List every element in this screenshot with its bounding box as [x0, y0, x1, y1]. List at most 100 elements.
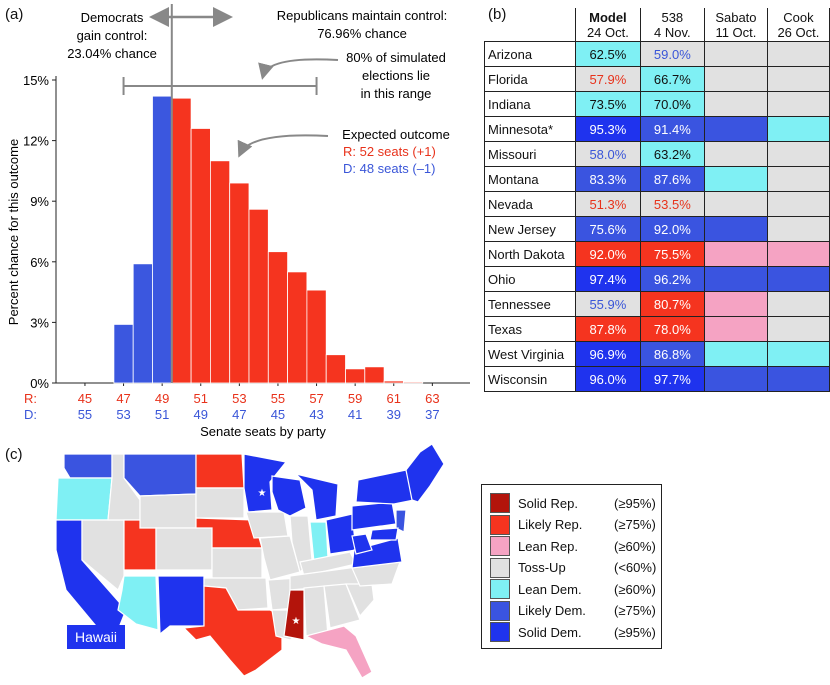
legend-swatch: [490, 536, 510, 556]
us-senate-map: ★ ★ Hawaii: [55, 443, 445, 679]
y-tick-label: 15%: [23, 73, 49, 88]
sabato-cell: [704, 141, 768, 167]
x-tick-label-d: 37: [425, 407, 439, 422]
state-maryland: [369, 527, 399, 541]
sabato-cell: [704, 366, 768, 392]
sabato-cell: [704, 191, 768, 217]
y-tick-label: 12%: [23, 134, 49, 149]
state-georgia: [323, 583, 361, 629]
cook-column-header: Cook 26 Oct.: [766, 8, 830, 42]
state-cell: New Jersey: [483, 216, 577, 242]
y-tick-label: 6%: [30, 255, 49, 270]
cook-cell: [766, 191, 830, 217]
state-cell: West Virginia: [483, 341, 577, 367]
state-mississippi: [283, 589, 305, 641]
legend-threshold: (≥75%): [614, 603, 656, 618]
histogram-bar: [209, 160, 231, 384]
state-indiana: [309, 521, 329, 563]
sabato-column-header: Sabato 11 Oct.: [704, 8, 768, 42]
x-tick-label-d: 53: [116, 407, 130, 422]
f538-cell: 66.7%: [639, 66, 706, 92]
cook-cell: [766, 291, 830, 317]
cook-cell: [766, 216, 830, 242]
state-cell: Indiana: [483, 91, 577, 117]
model-cell: 83.3%: [575, 166, 641, 192]
model-cell: 73.5%: [575, 91, 641, 117]
x-tick-label-r: 45: [78, 391, 92, 406]
state-north-dakota: [195, 453, 245, 489]
legend-threshold: (<60%): [614, 560, 657, 575]
legend-swatch: [490, 622, 510, 642]
range-note-text: 80% of simulated: [346, 50, 446, 65]
state-new-york: [355, 469, 415, 505]
hawaii-label: Hawaii: [75, 629, 117, 645]
hawaii-box: [67, 625, 125, 649]
state-arizona: [117, 575, 159, 631]
legend-swatch: [490, 600, 510, 621]
state-cell: Texas: [483, 316, 577, 342]
model-cell: 75.6%: [575, 216, 641, 242]
histogram-bar: [190, 128, 211, 384]
legend-swatch: [490, 514, 510, 535]
x-prefix-d: D:: [24, 407, 37, 422]
dem-control-text: gain control:: [77, 28, 148, 43]
state-new-england: [405, 443, 445, 503]
cook-cell: [766, 366, 830, 392]
y-axis-label: Percent chance for this outcome: [6, 139, 21, 325]
state-cell: Tennessee: [483, 291, 577, 317]
model-cell: 51.3%: [575, 191, 641, 217]
table-row: Missouri 58.0% 63.2%: [483, 141, 830, 167]
state-minnesota: [243, 453, 288, 513]
state-west-virginia: [351, 533, 373, 555]
state-alabama: [303, 585, 329, 637]
table-row: Wisconsin 96.0% 97.7%: [483, 366, 830, 392]
rep-control-text: 76.96% chance: [317, 26, 407, 41]
state-cell: Wisconsin: [483, 366, 577, 392]
sabato-cell: [704, 216, 768, 242]
model-cell: 97.4%: [575, 266, 641, 292]
cook-cell: [766, 166, 830, 192]
histogram-bar: [248, 208, 269, 384]
expected-outcome-r: R: 52 seats (+1): [343, 144, 436, 159]
state-florida: [304, 625, 373, 679]
model-cell: 87.8%: [575, 316, 641, 342]
table-row: New Jersey 75.6% 92.0%: [483, 216, 830, 242]
x-tick-label-d: 51: [155, 407, 169, 422]
sabato-cell: [704, 166, 768, 192]
legend-label: Solid Dem.: [518, 624, 582, 640]
table-row: Nevada 51.3% 53.5%: [483, 191, 830, 217]
cook-cell: [766, 341, 830, 367]
table-row: North Dakota 92.0% 75.5%: [483, 241, 830, 267]
538-column-header: 538 4 Nov.: [639, 8, 706, 42]
legend-item: Likely Rep. (≥75%): [490, 514, 656, 535]
histogram-bar: [383, 380, 404, 384]
forecast-table: Model 24 Oct. 538 4 Nov. Sabato 11 Oct. Coo…: [483, 8, 830, 392]
histogram-bar: [402, 381, 424, 384]
x-tick-label-r: 57: [309, 391, 323, 406]
legend-item: Solid Dem. (≥95%): [490, 622, 656, 642]
cook-cell: [766, 91, 830, 117]
table-row: Florida 57.9% 66.7%: [483, 66, 830, 92]
range-note-text: in this range: [361, 86, 432, 101]
state-texas: [182, 585, 283, 677]
cook-cell: [766, 241, 830, 267]
state-utah: [123, 519, 157, 571]
panel-label-c: (c): [5, 446, 23, 463]
x-axis-label: Senate seats by party: [200, 424, 326, 439]
table-header-row: Model 24 Oct. 538 4 Nov. Sabato 11 Oct. Coo…: [485, 8, 830, 42]
expected-outcome-title: Expected outcome: [342, 127, 450, 142]
dem-control-text: 23.04% chance: [67, 46, 157, 61]
state-cell: Florida: [483, 66, 577, 92]
legend-threshold: (≥60%): [614, 538, 656, 554]
f538-cell: 75.5%: [639, 241, 706, 267]
histogram-bar: [306, 289, 327, 384]
state-kansas: [211, 547, 263, 579]
x-tick-label-d: 55: [78, 407, 92, 422]
legend-label: Lean Dem.: [518, 581, 582, 597]
state-pennsylvania: [351, 501, 397, 531]
sabato-cell: [704, 241, 768, 267]
state-oregon: [55, 477, 113, 521]
legend-swatch: [490, 557, 510, 578]
sabato-cell: [704, 91, 768, 117]
sabato-cell: [704, 316, 768, 342]
